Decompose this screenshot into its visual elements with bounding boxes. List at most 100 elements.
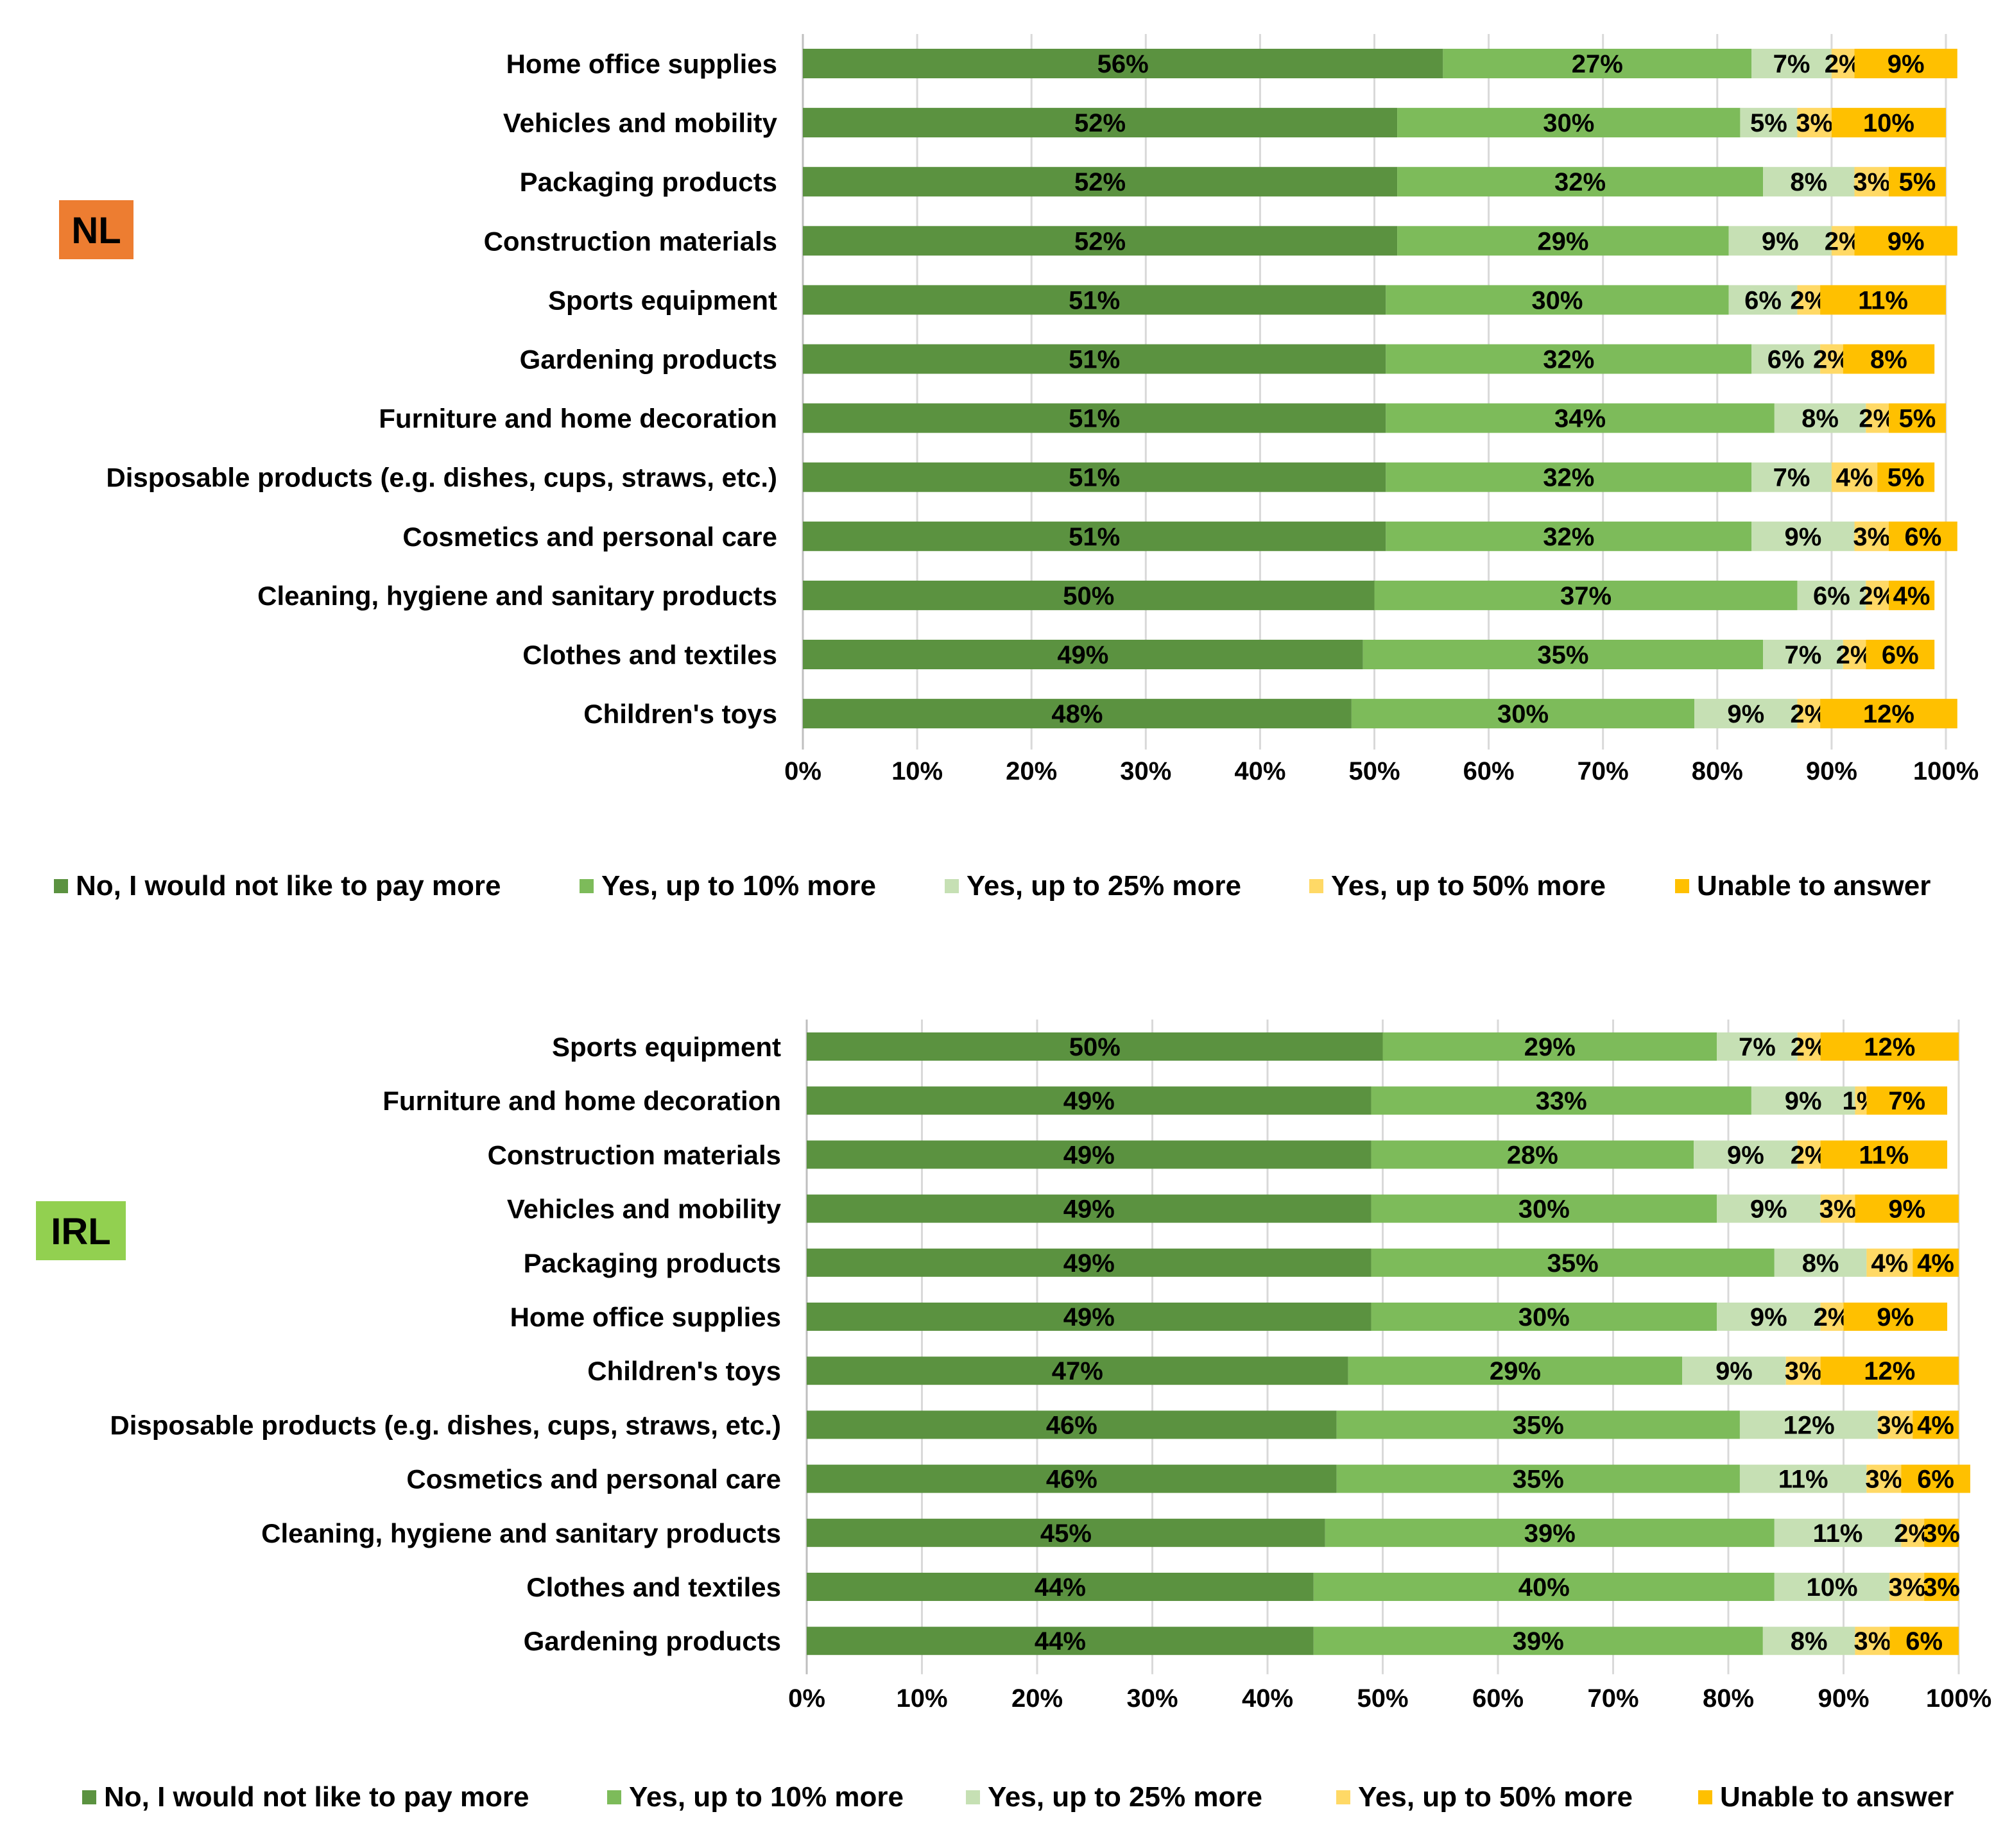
bar-segment (1371, 1140, 1694, 1169)
data-label: 8% (1790, 168, 1827, 196)
data-label: 3% (1877, 1411, 1914, 1439)
bar-segment (1682, 1356, 1786, 1385)
category-label: Furniture and home decoration (379, 404, 777, 434)
bar-segment (1820, 344, 1843, 374)
bar-segment (1889, 1627, 1959, 1656)
x-tick-label: 0% (788, 1684, 825, 1713)
data-label: 5% (1899, 168, 1936, 196)
data-label: 49% (1057, 641, 1108, 669)
data-label: 11% (1858, 286, 1908, 314)
bar-segment (1878, 1410, 1913, 1439)
data-label: 52% (1074, 109, 1126, 137)
data-label: 30% (1518, 1195, 1570, 1224)
category-label: Cosmetics and personal care (402, 522, 777, 552)
data-label: 30% (1543, 109, 1594, 137)
legend-label: Yes, up to 25% more (988, 1781, 1262, 1813)
bar-segment (1763, 167, 1855, 197)
bar-segment (1386, 285, 1729, 315)
legend-swatch (82, 1790, 96, 1804)
x-tick-label: 10% (896, 1684, 947, 1713)
category-label: Furniture and home decoration (383, 1086, 781, 1116)
category-label: Gardening products (520, 345, 777, 375)
bar-segment (1901, 1464, 1970, 1493)
data-label: 3% (1923, 1519, 1960, 1548)
data-label: 5% (1887, 464, 1925, 492)
bar-segment (1831, 49, 1855, 78)
bar-segment (1797, 580, 1866, 610)
data-label: 40% (1518, 1573, 1570, 1602)
bar-segment (1866, 640, 1935, 669)
bar-segment (1924, 1518, 1959, 1547)
legend-label: Yes, up to 10% more (629, 1781, 904, 1813)
bar-segment (1888, 167, 1946, 197)
data-label: 6% (1813, 582, 1850, 610)
bar-segment (1717, 1194, 1821, 1223)
bar-segment (1866, 1464, 1902, 1493)
bar-segment (1854, 521, 1889, 551)
data-label: 9% (1887, 227, 1925, 255)
data-label: 8% (1801, 405, 1839, 433)
data-label: 51% (1069, 405, 1120, 433)
data-label: 30% (1497, 700, 1549, 728)
bar-segment (1774, 1573, 1890, 1601)
legend-swatch (607, 1790, 621, 1804)
country-badge-box (36, 1201, 126, 1260)
bar-segment (1751, 49, 1832, 78)
data-label: 34% (1554, 405, 1606, 433)
category-label: Children's toys (587, 1356, 781, 1386)
bar-segment (1877, 462, 1935, 492)
bar-segment (807, 1032, 1383, 1061)
data-label: 32% (1543, 346, 1594, 374)
data-label: 6% (1917, 1466, 1954, 1494)
x-tick-label: 60% (1472, 1684, 1524, 1713)
data-label: 4% (1893, 582, 1930, 610)
bar-segment (803, 49, 1443, 78)
bar-segment (1313, 1627, 1763, 1656)
chart-nl: 0% 10% 20% 30% 40% 50% 60% 70% 80% 90% 100% Home of… (54, 33, 1979, 902)
bar-segment (1694, 699, 1798, 729)
category-label: Sports equipment (552, 1032, 781, 1062)
bar-segment (1854, 226, 1957, 256)
data-label: 30% (1518, 1303, 1570, 1331)
category-label: Packaging products (520, 167, 777, 197)
data-label: 45% (1040, 1519, 1092, 1548)
bar-segment (1728, 285, 1798, 315)
category-label: Construction materials (488, 1140, 781, 1170)
bar-segment (1831, 226, 1855, 256)
data-label: 10% (1863, 109, 1914, 137)
data-label: 9% (1784, 523, 1821, 551)
category-label: Cleaning, hygiene and sanitary products (257, 581, 777, 611)
data-label: 3% (1853, 168, 1890, 196)
data-label: 9% (1887, 50, 1925, 78)
data-label: 3% (1888, 1573, 1925, 1602)
bar-segment (1774, 1248, 1867, 1277)
bar-segment (1348, 1356, 1683, 1385)
bar-segment (1820, 1032, 1959, 1061)
data-label: 6% (1744, 286, 1782, 314)
category-label: Sports equipment (548, 285, 777, 315)
data-label: 9% (1877, 1303, 1914, 1331)
category-label: Clothes and textiles (522, 640, 777, 670)
x-tick-label: 100% (1913, 757, 1979, 785)
bar-segment (807, 1194, 1371, 1223)
bar-segment (1820, 1356, 1959, 1385)
data-label: 32% (1543, 523, 1594, 551)
data-label: 30% (1531, 286, 1583, 314)
data-label: 48% (1051, 700, 1103, 728)
data-label: 7% (1888, 1087, 1925, 1115)
bar-segment (1351, 699, 1695, 729)
data-label: 35% (1513, 1466, 1564, 1494)
bar-segment (1717, 1303, 1821, 1331)
category-label: Cosmetics and personal care (406, 1464, 781, 1494)
data-label: 6% (1904, 523, 1941, 551)
bar-segment (803, 640, 1363, 669)
data-label: 52% (1074, 227, 1126, 255)
data-label: 52% (1074, 168, 1126, 196)
data-label: 7% (1784, 641, 1821, 669)
bar-segment (1386, 344, 1752, 374)
bar-segment (1831, 462, 1878, 492)
bar-segment (1694, 1140, 1798, 1169)
bar-segment (1797, 1032, 1821, 1061)
legend-label: Yes, up to 25% more (967, 870, 1241, 902)
bar-segment (1797, 699, 1821, 729)
